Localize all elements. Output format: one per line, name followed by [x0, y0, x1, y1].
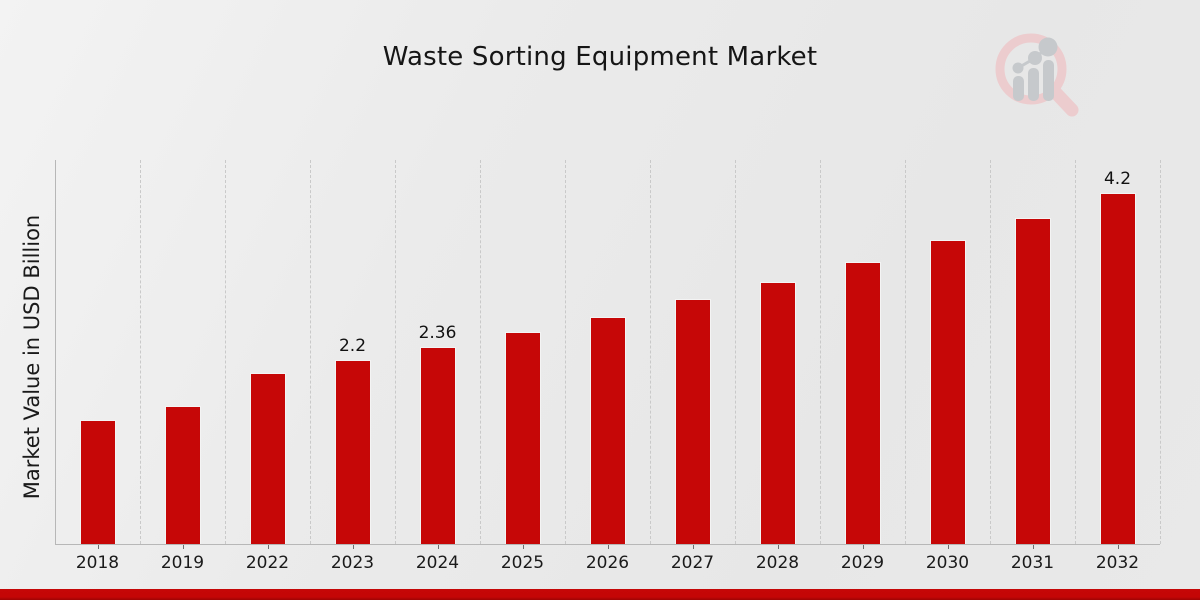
x-tick — [1032, 545, 1034, 549]
bar-value-label: 4.2 — [1103, 169, 1132, 190]
x-tick-label: 2019 — [160, 553, 205, 573]
x-tick-label: 2029 — [840, 553, 885, 573]
bar-value-label: 2.36 — [418, 322, 457, 343]
magnifier-chart-logo-icon — [995, 33, 1079, 117]
bar-2022 — [249, 372, 286, 544]
bar-2030 — [929, 240, 966, 544]
bar-2027 — [674, 299, 711, 544]
bar-2024 — [419, 346, 456, 544]
plot-gridline — [1075, 160, 1076, 544]
plot-gridline — [225, 160, 226, 544]
bar-2032 — [1099, 193, 1136, 544]
plot-gridline — [140, 160, 141, 544]
plot-gridline — [650, 160, 651, 544]
x-tick-label: 2022 — [245, 553, 290, 573]
bar-value-label: 2.2 — [338, 336, 367, 357]
x-tick — [267, 545, 269, 549]
plot-gridline — [310, 160, 311, 544]
bar-2031 — [1014, 217, 1051, 544]
bar-2029 — [844, 261, 881, 544]
bar-chart-glyph-icon — [1012, 37, 1058, 101]
bar-2018 — [79, 419, 116, 544]
plot-gridline — [905, 160, 906, 544]
x-tick — [1117, 545, 1119, 549]
bar-2023 — [334, 360, 371, 544]
plot-gridline — [990, 160, 991, 544]
x-tick — [437, 545, 439, 549]
x-tick — [947, 545, 949, 549]
x-tick-label: 2027 — [670, 553, 715, 573]
chart-title: Waste Sorting Equipment Market — [382, 42, 818, 72]
plot-gridline — [480, 160, 481, 544]
plot-gridline — [565, 160, 566, 544]
x-tick — [777, 545, 779, 549]
x-tick-label: 2031 — [1010, 553, 1055, 573]
plot-gridline — [1160, 160, 1161, 544]
x-tick — [352, 545, 354, 549]
plot-gridline — [395, 160, 396, 544]
x-tick-label: 2018 — [75, 553, 120, 573]
x-tick-label: 2025 — [500, 553, 545, 573]
footer-banner — [0, 589, 1200, 600]
x-tick — [182, 545, 184, 549]
x-tick — [522, 545, 524, 549]
x-tick-label: 2030 — [925, 553, 970, 573]
plot-gridline — [820, 160, 821, 544]
plot-gridline — [735, 160, 736, 544]
x-tick — [862, 545, 864, 549]
bar-2025 — [504, 331, 541, 544]
x-tick-label: 2026 — [585, 553, 630, 573]
x-tick — [692, 545, 694, 549]
x-tick — [97, 545, 99, 549]
x-tick-label: 2032 — [1095, 553, 1140, 573]
y-axis-line — [55, 160, 56, 544]
bar-2026 — [589, 316, 626, 544]
x-axis-line — [55, 544, 1160, 545]
x-tick-label: 2028 — [755, 553, 800, 573]
x-tick — [607, 545, 609, 549]
x-tick-label: 2023 — [330, 553, 375, 573]
bar-2019 — [164, 406, 201, 544]
bar-2028 — [759, 281, 796, 544]
x-tick-label: 2024 — [415, 553, 460, 573]
